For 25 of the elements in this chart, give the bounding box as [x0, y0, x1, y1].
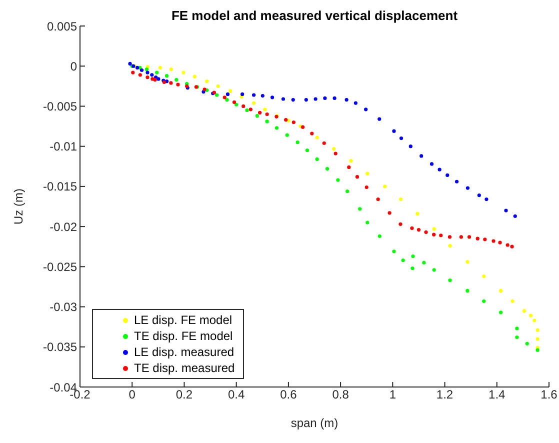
y-tick-label: 0 — [70, 59, 78, 74]
x-tick-label: 0.6 — [280, 388, 298, 402]
x-tick-label: 1.2 — [436, 388, 454, 402]
y-tick-label: -0.035 — [42, 340, 78, 354]
y-tick-label: -0.015 — [42, 180, 78, 194]
y-tick-label: -0.01 — [50, 140, 78, 154]
y-tick-label: -0.02 — [50, 220, 78, 234]
x-tick-label: 1 — [389, 388, 396, 402]
x-tick-label: 1.4 — [488, 388, 506, 402]
legend-label: TE disp. measured — [134, 360, 235, 376]
x-tick-label: 1.6 — [540, 388, 558, 402]
x-tick-label: 0.8 — [332, 388, 350, 402]
x-axis-title: span (m) — [290, 416, 338, 430]
legend-label: LE disp. FE model — [134, 312, 232, 328]
x-tick-label: 0.2 — [176, 388, 193, 402]
y-axis-title: Uz (m) — [11, 188, 26, 224]
y-tick-label: -0.005 — [42, 99, 78, 114]
y-tick-label: 0.005 — [46, 19, 78, 34]
legend-label: LE disp. measured — [134, 344, 234, 360]
y-tick-label: -0.025 — [42, 260, 78, 274]
x-tick-label: 0 — [128, 388, 136, 402]
chart-title: FE model and measured vertical displacement — [170, 8, 459, 23]
legend-label: TE disp. FE model — [134, 328, 233, 344]
x-tick-label: 0.4 — [228, 388, 245, 402]
y-tick-label: -0.03 — [50, 300, 78, 314]
